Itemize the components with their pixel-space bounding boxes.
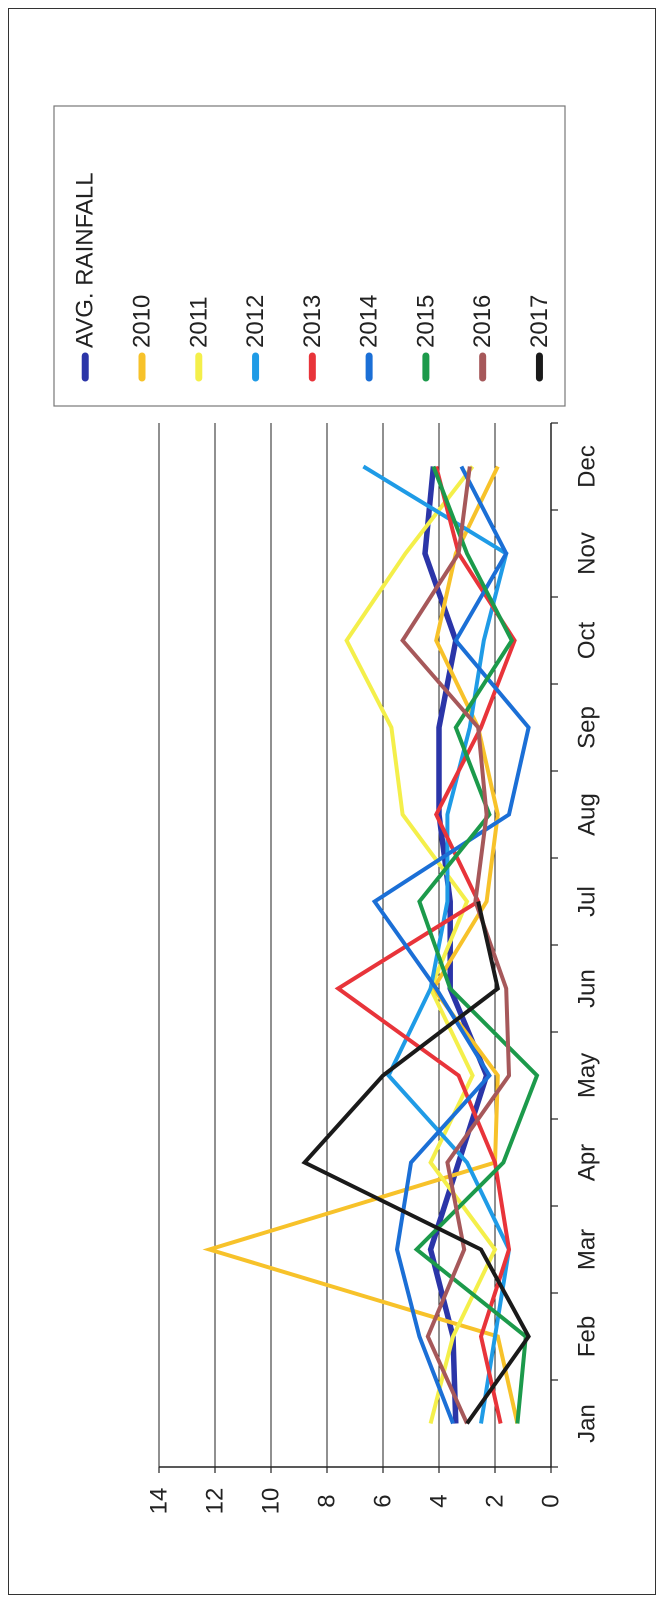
category-tick-label: Jan <box>574 1404 601 1443</box>
series-line <box>400 466 512 1425</box>
rainfall-line-chart: 0 2 4 6 8 10 12 14 Jan Feb Mar Apr May Jun Jul Aug Sep Oc… <box>53 105 601 1515</box>
legend-entry-label: 2015 <box>412 295 439 348</box>
legend: AVG. RAINFALL 2010 2011 2012 2013 2014 2015 201… <box>53 105 566 407</box>
category-tick-label: Feb <box>574 1316 601 1357</box>
legend-entry-label: 2011 <box>185 296 212 348</box>
category-tick-label: Jul <box>574 886 601 917</box>
series-line <box>413 465 540 1424</box>
chart-frame: 0 2 4 6 8 10 12 14 Jan Feb Mar Apr May Jun Jul Aug Sep Oc… <box>8 8 656 1595</box>
value-tick-label: 4 <box>426 1494 453 1507</box>
legend-entry-label: 2016 <box>469 295 496 348</box>
category-tick-label: Apr <box>574 1144 601 1181</box>
value-tick-label: 0 <box>538 1494 565 1507</box>
category-tick-label: May <box>574 1053 601 1098</box>
category-tick-label: Sep <box>574 706 601 749</box>
legend-entry-label: 2017 <box>526 295 553 348</box>
category-tick-label: Nov <box>574 532 601 575</box>
series-line <box>301 901 531 1425</box>
category-tick-label: Dec <box>574 445 601 488</box>
value-tick-label: 2 <box>482 1494 509 1507</box>
category-tick-label: Aug <box>574 793 601 836</box>
value-tick-label: 14 <box>146 1488 173 1515</box>
legend-entry-label: 2012 <box>242 295 269 348</box>
legend-entry-label: 2010 <box>129 295 156 348</box>
legend-entry-label: 2014 <box>356 295 383 348</box>
series-line <box>371 465 531 1425</box>
series-line <box>202 465 520 1424</box>
value-tick-label: 12 <box>202 1488 229 1515</box>
plot-area: 0 2 4 6 8 10 12 14 Jan Feb Mar Apr May Jun Jul Aug Sep Oc… <box>146 422 601 1515</box>
legend-entry-label: 2013 <box>299 295 326 348</box>
category-tick-label: Mar <box>574 1229 601 1270</box>
value-tick-label: 6 <box>370 1494 397 1507</box>
category-tick-label: Oct <box>574 622 601 660</box>
category-tick-label: Jun <box>574 969 601 1008</box>
series-line <box>362 464 512 1424</box>
value-tick-label: 10 <box>258 1488 285 1515</box>
legend-entry-label: AVG. RAINFALL <box>72 172 99 348</box>
value-tick-label: 8 <box>314 1494 341 1507</box>
